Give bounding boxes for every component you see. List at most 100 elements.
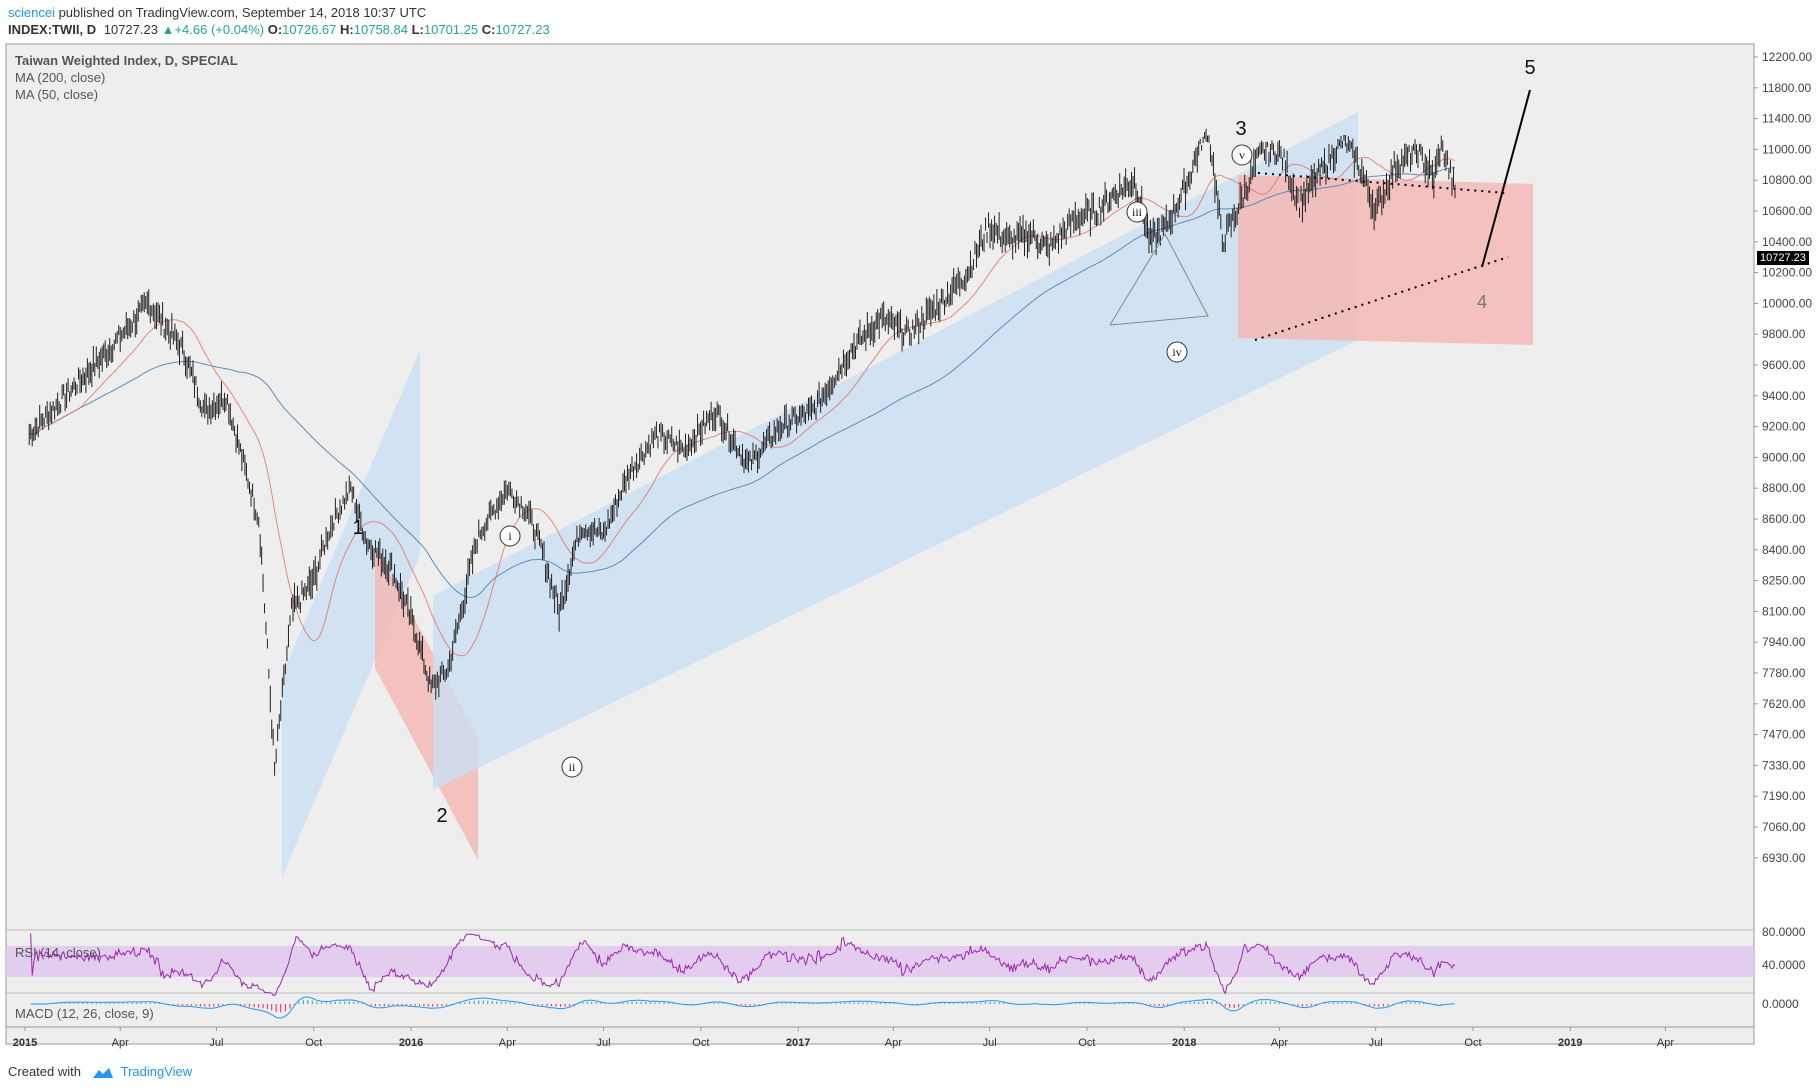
macd-histogram bbox=[46, 999, 1456, 1013]
close-label: C: bbox=[481, 22, 496, 37]
footer: Created with TradingView bbox=[8, 1064, 192, 1080]
macd-line bbox=[30, 996, 1456, 1019]
price-change: +4.66 (+0.04%) bbox=[174, 22, 265, 37]
x-tick-label: Oct bbox=[1464, 1037, 1481, 1049]
high-value: 10758.84 bbox=[353, 22, 408, 37]
wave5-projection-line bbox=[1481, 89, 1531, 268]
subwave-circle bbox=[499, 525, 521, 547]
wave2-channel bbox=[375, 546, 478, 860]
series-title: Taiwan Weighted Index, D, SPECIAL bbox=[15, 53, 238, 68]
y-tick-label: 7620.00 bbox=[1762, 697, 1806, 711]
subwave-label-i: i bbox=[508, 529, 512, 543]
subwave-circle bbox=[1231, 144, 1253, 166]
low-label: L: bbox=[411, 22, 424, 37]
y-tick-label: 7780.00 bbox=[1762, 666, 1806, 680]
x-tick-label: Apr bbox=[1271, 1037, 1288, 1049]
subwave-circle bbox=[1126, 201, 1148, 223]
y-tick-label: 10200.00 bbox=[1762, 266, 1812, 280]
ma50-legend: MA (50, close) bbox=[15, 87, 99, 102]
x-tick-label: Oct bbox=[692, 1037, 709, 1049]
price-axis[interactable]: 12200.00 11800.00 11400.00 11000.00 10800.00… bbox=[1754, 50, 1812, 1011]
y-tick-label: 10600.00 bbox=[1762, 204, 1812, 218]
wave-label-4: 4 bbox=[1477, 292, 1487, 312]
ma50-line bbox=[28, 156, 1456, 657]
wave4-triangle-box bbox=[1238, 175, 1533, 345]
x-tick-label: Jul bbox=[983, 1037, 997, 1049]
x-tick-label: 2017 bbox=[786, 1037, 810, 1049]
subwave-iii-triangle bbox=[1109, 232, 1209, 326]
indicator-tick-label: 40.0000 bbox=[1762, 958, 1806, 972]
x-tick-label: Oct bbox=[305, 1037, 322, 1049]
x-tick-label: Apr bbox=[112, 1037, 129, 1049]
x-tick-label: 2016 bbox=[399, 1037, 423, 1049]
y-tick-label: 7470.00 bbox=[1762, 728, 1806, 742]
last-price: 10727.23 bbox=[103, 22, 158, 37]
rsi-legend: RSI (14, close) bbox=[15, 945, 101, 960]
indicator-tick-label: 0.0000 bbox=[1762, 997, 1799, 1011]
subwave-circle bbox=[561, 756, 583, 778]
y-tick-label: 9000.00 bbox=[1762, 450, 1806, 464]
subwave-circle bbox=[1166, 341, 1188, 363]
wave3-channel bbox=[433, 112, 1358, 790]
author-link[interactable]: sciencei bbox=[8, 5, 55, 20]
time-axis[interactable]: 2015 Apr Jul Oct 2016 Apr Jul Oct 2017 Apr Jul Oct 2… bbox=[13, 1027, 1675, 1049]
subwave-label-iv: iv bbox=[1172, 345, 1181, 359]
open-label: O: bbox=[267, 22, 283, 37]
rsi-line bbox=[30, 933, 1456, 996]
created-with-text: Created with bbox=[8, 1064, 81, 1079]
indicator-tick-label: 80.0000 bbox=[1762, 925, 1806, 939]
x-tick-label: 2015 bbox=[13, 1037, 37, 1049]
last-price-tag: 10727.23 bbox=[1757, 251, 1809, 265]
x-tick-label: 2018 bbox=[1172, 1037, 1196, 1049]
symbol-label: INDEX:TWII, D bbox=[8, 22, 97, 37]
subwave-label-iii: iii bbox=[1132, 205, 1143, 219]
y-tick-label: 12200.00 bbox=[1762, 50, 1812, 64]
y-tick-label: 9800.00 bbox=[1762, 327, 1806, 341]
wave-label-2: 2 bbox=[436, 805, 447, 827]
y-tick-label: 7330.00 bbox=[1762, 758, 1806, 772]
close-value: 10727.23 bbox=[495, 22, 550, 37]
wave-label-1: 1 bbox=[352, 517, 363, 539]
macd-legend: MACD (12, 26, close, 9) bbox=[15, 1006, 154, 1021]
triangle-lower-trendline bbox=[1254, 256, 1509, 341]
y-tick-label: 10800.00 bbox=[1762, 173, 1812, 187]
high-label: H: bbox=[340, 22, 354, 37]
ohlc-bar: INDEX:TWII, D 10727.23 ▲+4.66 (+0.04%) O… bbox=[8, 21, 550, 38]
wave-labels: 1 2 3 4 5 bbox=[352, 57, 1535, 827]
y-tick-label: 6930.00 bbox=[1762, 851, 1806, 865]
x-tick-label: Apr bbox=[1657, 1037, 1674, 1049]
ma200-line bbox=[28, 167, 1456, 598]
published-header: sciencei published on TradingView.com, S… bbox=[8, 4, 426, 21]
y-tick-label: 8800.00 bbox=[1762, 481, 1806, 495]
up-arrow-icon: ▲ bbox=[161, 22, 175, 37]
open-value: 10726.67 bbox=[282, 22, 337, 37]
low-value: 10701.25 bbox=[423, 22, 479, 37]
subwave-label-v: v bbox=[1239, 148, 1245, 162]
price-chart[interactable]: 12200.00 11800.00 11400.00 11000.00 10800.00… bbox=[0, 40, 1817, 1060]
wave1-channel bbox=[282, 350, 420, 877]
y-tick-label: 8250.00 bbox=[1762, 574, 1806, 588]
x-tick-label: Jul bbox=[209, 1037, 223, 1049]
x-tick-label: Apr bbox=[885, 1037, 902, 1049]
wave-label-3: 3 bbox=[1235, 118, 1246, 140]
published-text: published on TradingView.com, September … bbox=[54, 5, 427, 20]
x-tick-label: Jul bbox=[597, 1037, 611, 1049]
y-tick-label: 9400.00 bbox=[1762, 389, 1806, 403]
y-tick-label: 8100.00 bbox=[1762, 604, 1806, 618]
wave-label-5: 5 bbox=[1524, 57, 1535, 79]
y-tick-label: 9600.00 bbox=[1762, 358, 1806, 372]
x-tick-label: Oct bbox=[1078, 1037, 1095, 1049]
y-tick-label: 8600.00 bbox=[1762, 512, 1806, 526]
y-tick-label: 9200.00 bbox=[1762, 420, 1806, 434]
ma200-legend: MA (200, close) bbox=[15, 70, 106, 85]
x-tick-label: 2019 bbox=[1558, 1037, 1582, 1049]
y-tick-label: 11000.00 bbox=[1762, 142, 1811, 156]
y-tick-label: 11400.00 bbox=[1762, 112, 1811, 126]
tradingview-link[interactable]: TradingView bbox=[120, 1064, 193, 1079]
y-tick-label: 10000.00 bbox=[1762, 296, 1812, 310]
y-tick-label: 10400.00 bbox=[1762, 235, 1812, 249]
rsi-band bbox=[6, 946, 1754, 977]
x-tick-label: Jul bbox=[1369, 1037, 1383, 1049]
y-tick-label: 7940.00 bbox=[1762, 635, 1806, 649]
